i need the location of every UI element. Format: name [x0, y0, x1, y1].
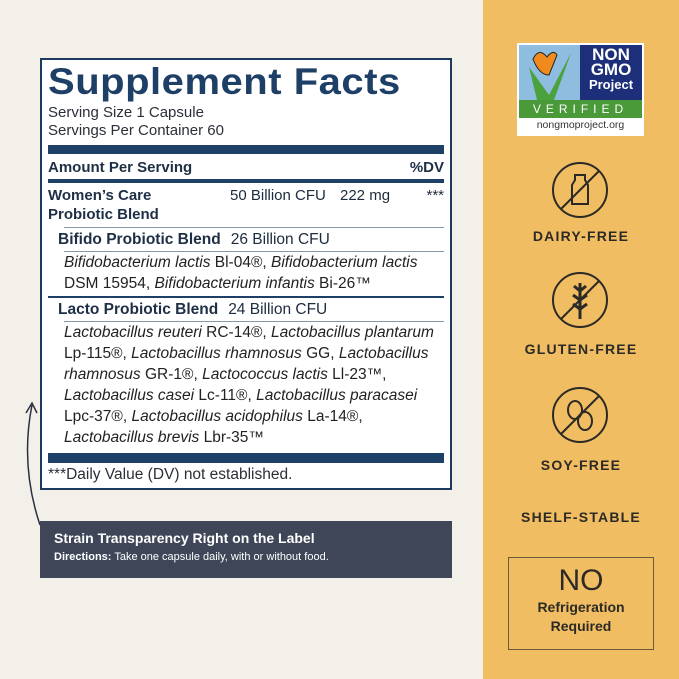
banner-heading: Strain Transparency Right on the Label: [54, 530, 315, 546]
strain-code: Lpc-37®: [64, 408, 123, 425]
strain-species: Lactobacillus plantarum: [271, 324, 434, 341]
strain-species: Bifidobacterium lactis: [64, 254, 211, 271]
label-title: Supplement Facts: [48, 61, 401, 102]
strain-code: Lbr-35™: [203, 429, 264, 446]
supplement-facts-label: Supplement Facts Serving Size 1 Capsule …: [40, 58, 452, 490]
strain-code: La-14®: [307, 408, 359, 425]
strain: Lactobacillus paracasei Lpc-37®: [64, 387, 417, 425]
refrigeration-text: Refrigeration: [537, 599, 625, 615]
feature-soy-free: SOY-FREE: [540, 457, 622, 473]
main-blend-row: Women’s Care Probiotic Blend 50 Billion …: [48, 186, 444, 224]
strain: Lactobacillus rhamnosus GR-1®: [64, 345, 428, 383]
strain-code: Lp-115®: [64, 345, 123, 362]
amount-header: Amount Per Serving: [48, 159, 193, 176]
logo-text: Project: [588, 77, 634, 92]
no-text: NO: [558, 564, 604, 597]
strain: Lactobacillus plantarum Lp-115®: [64, 324, 434, 362]
feature-shelf-stable: SHELF-STABLE: [521, 509, 641, 525]
main-blend-name: Women’s Care: [48, 187, 152, 204]
strain-species: Lactobacillus reuteri: [64, 324, 202, 341]
strain: Lactobacillus reuteri RC-14®: [64, 324, 262, 341]
logo-verified: VERIFIED: [519, 100, 642, 118]
bifido-cfu: 26 Billion CFU: [230, 231, 330, 248]
non-gmo-verified-logo: NON GMO Project VERIFIED nongmoproject.o…: [517, 43, 644, 136]
strain: Lactobacillus brevis Lbr-35™: [64, 429, 264, 446]
strain: Bifidobacterium infantis Bi-26™: [154, 275, 370, 292]
strain-species: Lactobacillus casei: [64, 387, 195, 404]
divider: [48, 145, 444, 154]
strain-code: Ll-23™: [332, 366, 383, 383]
strain-code: Bl-04®: [214, 254, 263, 271]
strain-code: DSM 15954: [64, 275, 146, 292]
feature-dairy-free: DAIRY-FREE: [532, 228, 630, 244]
strain-species: Lactobacillus paracasei: [256, 387, 418, 404]
logo-text: GMO: [590, 60, 632, 79]
strain-code: Lc-11®: [198, 387, 248, 404]
main-blend-name: Probiotic Blend: [48, 206, 159, 223]
main-blend-weight: 222 mg: [340, 187, 391, 204]
strain-code: GR-1®: [145, 366, 194, 383]
no-refrigeration-box: NO Refrigeration Required: [508, 557, 654, 650]
arrow-icon: [25, 401, 41, 526]
logo-text: NON: [592, 45, 630, 64]
main-blend-dv: ***: [426, 187, 444, 204]
dv-header: %DV: [409, 159, 444, 176]
strain-code: Bi-26™: [319, 275, 371, 292]
serving-size: Serving Size 1 Capsule: [48, 104, 204, 121]
strain: Lactobacillus casei Lc-11®: [64, 387, 247, 404]
strain: Bifidobacterium lactis DSM 15954: [64, 254, 417, 292]
strain-species: Lactococcus lactis: [202, 366, 328, 383]
strain-species: Lactobacillus rhamnosus: [131, 345, 302, 362]
directions-banner: Strain Transparency Right on the Label D…: [40, 521, 452, 578]
strain-code: RC-14®: [206, 324, 263, 341]
bifido-blend-name: Bifido Probiotic Blend: [58, 231, 221, 248]
footnote: ***Daily Value (DV) not established.: [48, 466, 293, 483]
no-dairy-icon: [552, 162, 608, 218]
directions-text: Take one capsule daily, with or without …: [111, 551, 329, 563]
strain-code: GG: [306, 345, 331, 362]
strain: Lactococcus lactis Ll-23™: [202, 366, 382, 383]
butterfly-icon: [519, 45, 580, 100]
bifido-strain-list: Bifidobacterium lactis Bl-04®, Bifidobac…: [64, 254, 418, 292]
strain-species: Lactobacillus brevis: [64, 429, 200, 446]
strain-species: Lactobacillus acidophilus: [131, 408, 303, 425]
servings-per-container: Servings Per Container 60: [48, 122, 224, 139]
strain: Lactobacillus rhamnosus GG: [131, 345, 330, 362]
feature-gluten-free: GLUTEN-FREE: [524, 341, 638, 357]
directions-label: Directions:: [54, 551, 112, 563]
lacto-blend-name: Lacto Probiotic Blend: [58, 301, 219, 318]
strain-species: Bifidobacterium infantis: [154, 275, 315, 292]
no-soy-icon: [552, 387, 608, 443]
refrigeration-text: Required: [550, 618, 612, 634]
logo-url: nongmoproject.org: [536, 119, 625, 131]
strain: Lactobacillus acidophilus La-14®: [131, 408, 358, 425]
lacto-cfu: 24 Billion CFU: [228, 301, 328, 318]
lacto-strain-list: Lactobacillus reuteri RC-14®, Lactobacil…: [64, 324, 434, 446]
divider: [48, 453, 444, 463]
strain-species: Lactobacillus rhamnosus: [64, 345, 429, 383]
no-gluten-icon: [552, 272, 608, 328]
strain: Bifidobacterium lactis Bl-04®: [64, 254, 262, 271]
strain-species: Bifidobacterium lactis: [271, 254, 418, 271]
main-blend-cfu: 50 Billion CFU: [230, 187, 326, 204]
divider: [48, 179, 444, 183]
